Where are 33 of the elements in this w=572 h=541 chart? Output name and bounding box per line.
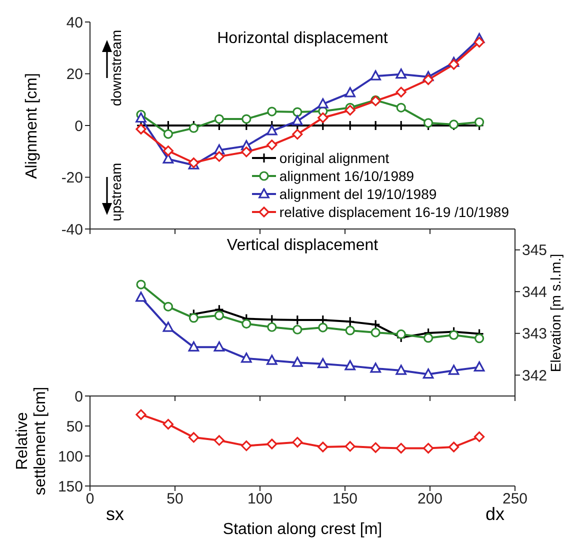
y-axis-title: Elevation [m s.l.m.] (547, 253, 563, 372)
y-axis-title: Relative settlement [cm] (14, 386, 50, 498)
y-tick-label: 345 (522, 242, 548, 260)
y-tick-label: -40 (61, 221, 83, 238)
legend-label: alignment del 19/10/1989 (279, 185, 437, 203)
x-tick-label: 250 (502, 490, 528, 508)
text: dx (485, 504, 504, 524)
annotation: upstream (108, 162, 124, 221)
x-axis-title: Station along crest [m] (222, 521, 382, 538)
text: Vertical displacement (226, 237, 378, 254)
y-tick-label: 342 (522, 367, 548, 384)
legend-label: relative displacement 16-19 /10/1989 (279, 203, 509, 221)
y-tick-label: -20 (61, 170, 83, 187)
x-tick-label: 100 (247, 490, 273, 508)
x-tick-label: 50 (166, 490, 184, 508)
legend-label: alignment 16/10/1989 (279, 167, 414, 185)
y-tick-label: 343 (522, 326, 548, 343)
x-tick-label: 150 (332, 490, 358, 508)
y-tick-label: 100 (58, 448, 83, 466)
text: Horizontal displacement (217, 30, 388, 47)
x-tick-label: 0 (86, 490, 94, 508)
y-tick-label: 150 (58, 478, 83, 496)
legend-label: original alignment (279, 149, 390, 167)
y-tick-label: 50 (66, 418, 83, 436)
y-axis-title: Alignment [cm] (23, 72, 41, 178)
annotation: downstream (108, 29, 124, 106)
y-tick-label: 40 (66, 14, 83, 32)
text: sx (106, 504, 124, 524)
y-tick-label: 0 (74, 118, 83, 135)
y-tick-label: 0 (74, 388, 83, 406)
y-tick-label: 20 (66, 66, 83, 84)
y-tick-label: 344 (522, 284, 548, 301)
x-tick-label: 200 (417, 490, 443, 508)
